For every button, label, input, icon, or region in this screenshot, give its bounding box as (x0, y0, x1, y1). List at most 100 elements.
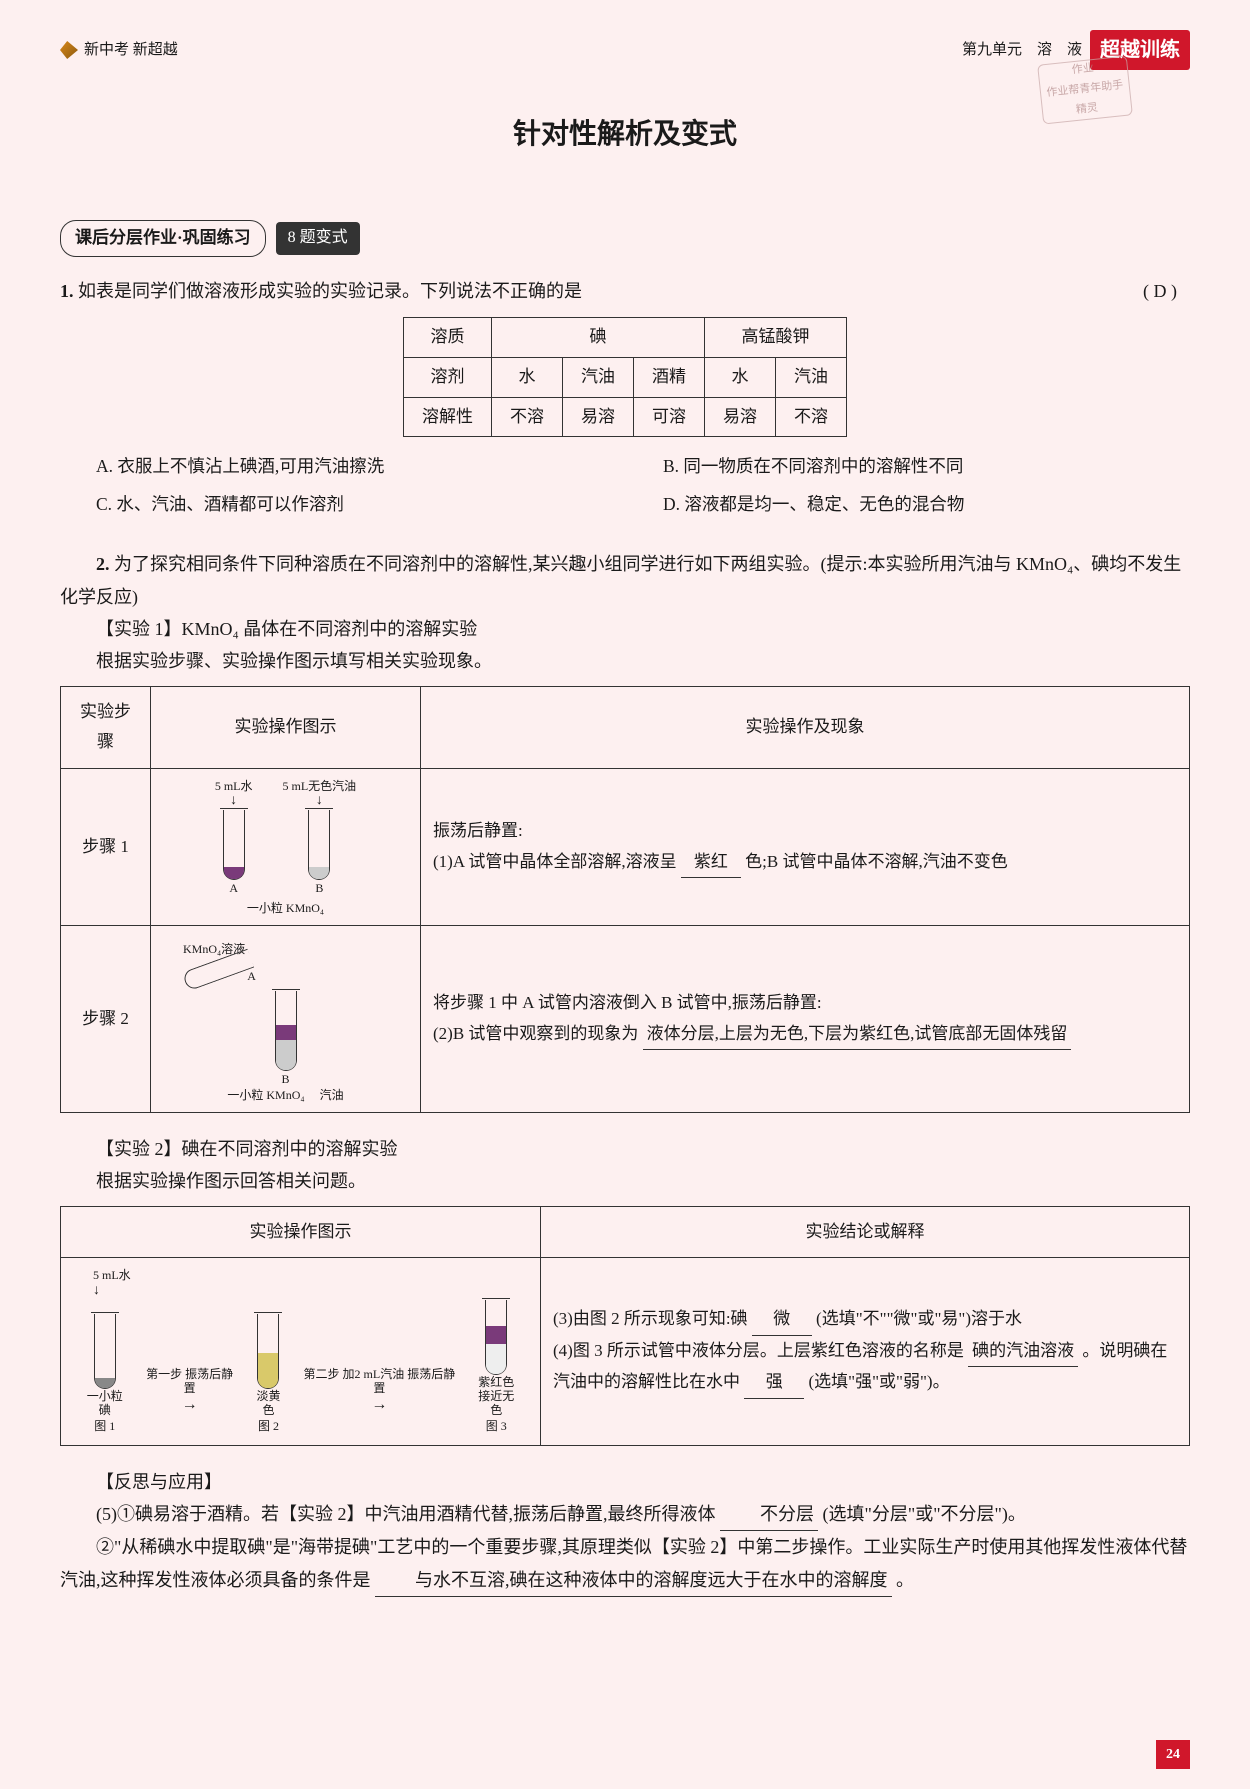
cell: 水 (492, 357, 563, 397)
cell: 易溶 (705, 397, 776, 437)
test-tube-icon (275, 991, 297, 1071)
t: (3)由图 2 所示现象可知:碘 (553, 1309, 748, 1328)
table-row: 溶质 碘 高锰酸钾 (404, 318, 847, 358)
q5-line: (5)①碘易溶于酒精。若【实验 2】中汽油用酒精代替,振荡后静置,最终所得液体 … (60, 1498, 1190, 1531)
cell: 不溶 (776, 397, 847, 437)
test-tube-icon (223, 810, 245, 880)
table-row: 实验步骤 实验操作图示 实验操作及现象 (61, 686, 1190, 768)
blank: 不分层 (720, 1498, 818, 1531)
blank: 与水不互溶,碘在这种液体中的溶解度远大于在水中的溶解度 (375, 1564, 892, 1597)
q1-stem-line: 1. 如表是同学们做溶液形成实验的实验记录。下列说法不正确的是 ( D ) (60, 275, 1190, 307)
t: 一小粒 KMnO₄ (227, 1088, 304, 1102)
step1-desc: 振荡后静置: (1)A 试管中晶体全部溶解,溶液呈 紫红 色;B 试管中晶体不溶… (421, 768, 1190, 925)
page-number: 24 (1156, 1740, 1190, 1769)
label: B (315, 880, 323, 897)
line: (4)图 3 所示试管中液体分层。上层紫红色溶液的名称是 碘的汽油溶液 。说明碘… (553, 1336, 1177, 1399)
header-left-text: 新中考 新超越 (84, 37, 178, 64)
blank: 强 (744, 1367, 804, 1399)
exp2-table: 实验操作图示 实验结论或解释 5 mL水 一小粒碘 图 1 第一步 振荡后静置 … (60, 1206, 1190, 1446)
q1-text: 如表是同学们做溶液形成实验的实验记录。下列说法不正确的是 (78, 281, 582, 301)
step1-diagram: 5 mL水 A 5 mL无色汽油 B 一小粒 KMnO₄ (151, 768, 421, 925)
question-1: 1. 如表是同学们做溶液形成实验的实验记录。下列说法不正确的是 ( D ) 溶质… (60, 275, 1190, 520)
header-left: 新中考 新超越 (60, 37, 178, 64)
cell: 不溶 (492, 397, 563, 437)
exp1-table: 实验步骤 实验操作图示 实验操作及现象 步骤 1 5 mL水 A 5 mL无色汽… (60, 686, 1190, 1113)
t: 。 (896, 1570, 914, 1590)
t: (4)图 3 所示试管中液体分层。上层紫红色溶液的名称是 (553, 1341, 964, 1360)
label: 一小粒 KMnO₄ (163, 901, 408, 915)
label: 图 3 (486, 1418, 507, 1435)
cell: 易溶 (563, 397, 634, 437)
opt-b: B. 同一物质在不同溶剂中的溶解性不同 (663, 451, 1190, 483)
label: 5 mL水 (73, 1268, 528, 1299)
th: 实验操作图示 (151, 686, 421, 768)
t: 接近无色 (478, 1389, 514, 1417)
exp2-title: 【实验 2】碘在不同溶剂中的溶解实验 (60, 1133, 1190, 1165)
test-tube-icon (257, 1314, 279, 1389)
label: 图 2 (258, 1418, 279, 1435)
line: (1)A 试管中晶体全部溶解,溶液呈 紫红 色;B 试管中晶体不溶解,汽油不变色 (433, 847, 1177, 879)
label: 图 1 (94, 1418, 115, 1435)
pre: 将步骤 1 中 A 试管内溶液倒入 B 试管中,振荡后静置: (433, 988, 1177, 1019)
q2-text: 为了探究相同条件下同种溶质在不同溶剂中的溶解性,某兴趣小组同学进行如下两组实验。… (60, 554, 1181, 606)
t: (1)A 试管中晶体全部溶解,溶液呈 (433, 852, 677, 871)
label: A (229, 880, 238, 897)
th: 实验步骤 (61, 686, 151, 768)
page-header: 新中考 新超越 第九单元 溶 液 超越训练 (60, 30, 1190, 70)
table-row: 溶剂 水 汽油 酒精 水 汽油 (404, 357, 847, 397)
label: 紫红色 接近无色 (472, 1375, 520, 1418)
t: 汽油 (320, 1088, 344, 1102)
q1-table: 溶质 碘 高锰酸钾 溶剂 水 汽油 酒精 水 汽油 溶解性 不溶 易溶 可溶 易… (403, 317, 847, 437)
blank: 微 (752, 1304, 812, 1336)
section-pill: 课后分层作业·巩固练习 (60, 220, 266, 257)
exp2-sub: 根据实验操作图示回答相关问题。 (60, 1165, 1190, 1197)
step-label: 步骤 1 (61, 768, 151, 925)
table-row: 步骤 1 5 mL水 A 5 mL无色汽油 B 一小粒 KMnO₄ (61, 768, 1190, 925)
stamp-line: 精灵 (1075, 99, 1099, 121)
test-tube-icon (485, 1300, 507, 1375)
test-tube-icon (94, 1314, 116, 1389)
blank: 液体分层,上层为无色,下层为紫红色,试管底部无固体残留 (643, 1019, 1072, 1051)
logo-icon (60, 41, 78, 59)
cell: 酒精 (634, 357, 705, 397)
th: 实验操作图示 (61, 1206, 541, 1258)
exp1-sub: 根据实验步骤、实验操作图示填写相关实验现象。 (60, 645, 1190, 677)
t: (选填"不""微"或"易")溶于水 (816, 1309, 1022, 1328)
label: 淡黄色 (251, 1389, 287, 1418)
cell: 碘 (492, 318, 705, 358)
th: 实验操作及现象 (421, 686, 1190, 768)
cell: 汽油 (776, 357, 847, 397)
question-2: 2. 为了探究相同条件下同种溶质在不同溶剂中的溶解性,某兴趣小组同学进行如下两组… (60, 548, 1190, 1597)
q1-options: A. 衣服上不慎沾上碘酒,可用汽油擦洗 B. 同一物质在不同溶剂中的溶解性不同 … (60, 451, 1190, 520)
step2-desc: 将步骤 1 中 A 试管内溶液倒入 B 试管中,振荡后静置: (2)B 试管中观… (421, 926, 1190, 1113)
arrow-label: 第二步 加2 mL汽油 振荡后静置 (298, 1367, 460, 1435)
table-row: 5 mL水 一小粒碘 图 1 第一步 振荡后静置 淡黄色 图 2 第二步 加2 … (61, 1258, 1190, 1445)
t: (5)①碘易溶于酒精。若【实验 2】中汽油用酒精代替,振荡后静置,最终所得液体 (96, 1504, 716, 1524)
table-row: 步骤 2 KMnO₄溶液 A B 一小粒 KMnO₄ 汽油 (61, 926, 1190, 1113)
q2-stem: 2. 为了探究相同条件下同种溶质在不同溶剂中的溶解性,某兴趣小组同学进行如下两组… (60, 548, 1190, 613)
watermark-stamp: 作业 作业帮青年助手 精灵 (1037, 55, 1133, 124)
cell: 溶质 (404, 318, 492, 358)
blank: 紫红 (681, 847, 741, 879)
cell: 溶剂 (404, 357, 492, 397)
blank: 碘的汽油溶液 (968, 1336, 1078, 1368)
t: (选填"分层"或"不分层")。 (823, 1504, 1026, 1524)
q1-stem: 1. 如表是同学们做溶液形成实验的实验记录。下列说法不正确的是 (60, 275, 582, 307)
table-row: 实验操作图示 实验结论或解释 (61, 1206, 1190, 1258)
label: 5 mL无色汽油 (283, 779, 357, 810)
unit-title: 第九单元 溶 液 (962, 37, 1082, 64)
opt-a: A. 衣服上不慎沾上碘酒,可用汽油擦洗 (96, 451, 623, 483)
page-title: 针对性解析及变式 (60, 110, 1190, 160)
q6-line: ②"从稀碘水中提取碘"是"海带提碘"工艺中的一个重要步骤,其原理类似【实验 2】… (60, 1531, 1190, 1597)
q1-answer: ( D ) (1130, 275, 1190, 307)
cell: 溶解性 (404, 397, 492, 437)
opt-d: D. 溶液都是均一、稳定、无色的混合物 (663, 489, 1190, 521)
t: 紫红色 (478, 1375, 514, 1389)
pre: 振荡后静置: (433, 816, 1177, 847)
cell: 水 (705, 357, 776, 397)
reflect-title: 【反思与应用】 (60, 1466, 1190, 1498)
label: B (281, 1071, 289, 1088)
label: 一小粒碘 (81, 1389, 129, 1418)
arrow-label: 第一步 振荡后静置 (141, 1367, 239, 1435)
q2-num: 2. (96, 554, 110, 574)
